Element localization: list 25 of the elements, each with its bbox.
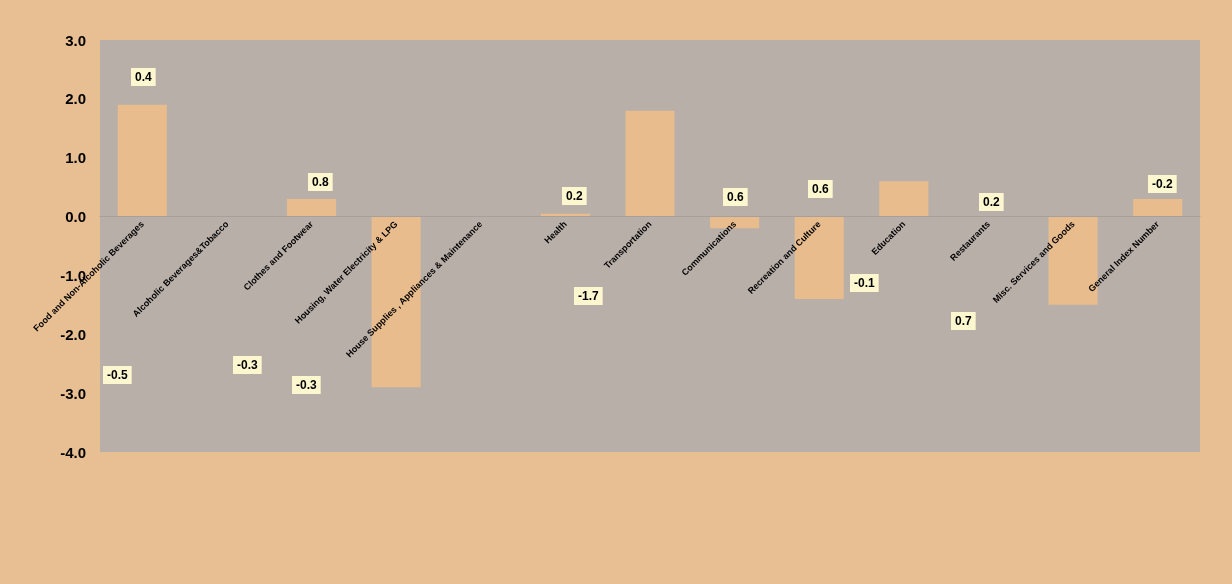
annotation: 0.4 [135,70,153,84]
bar [287,198,337,217]
bar [117,104,167,217]
annotation: -0.5 [107,368,128,382]
annotation: 0.2 [983,195,1001,209]
annotation: -0.3 [237,358,258,372]
annotation: -0.2 [1152,177,1173,191]
y-tick-label: 3.0 [65,31,86,49]
annotation: -0.1 [854,276,875,290]
y-tick-label: 2.0 [65,90,86,108]
y-tick-label: -4.0 [60,443,86,461]
annotation: 0.6 [812,182,830,196]
annotation: 0.2 [566,189,584,203]
y-tick-label: 1.0 [65,149,86,167]
y-tick-label: 0.0 [65,208,86,226]
bar [625,110,675,217]
bar [879,181,929,217]
bar [1133,198,1183,217]
y-tick-label: -2.0 [60,325,86,343]
annotation: 0.6 [727,190,745,204]
annotation: 0.7 [955,314,973,328]
y-tick-label: -3.0 [60,384,86,402]
annotation: -0.3 [296,378,317,392]
annotation: 0.8 [312,175,330,189]
annotation: -1.7 [578,289,599,303]
